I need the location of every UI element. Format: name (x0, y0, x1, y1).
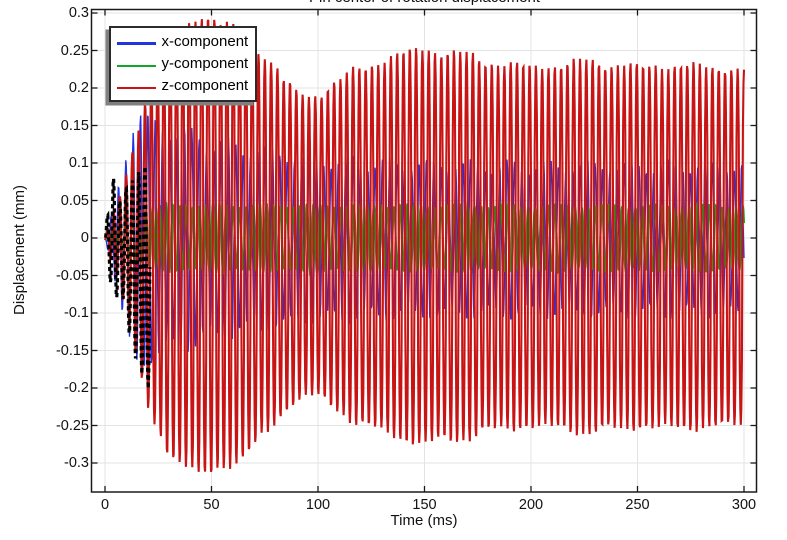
svg-text:Displacement (mm): Displacement (mm) (11, 185, 28, 315)
